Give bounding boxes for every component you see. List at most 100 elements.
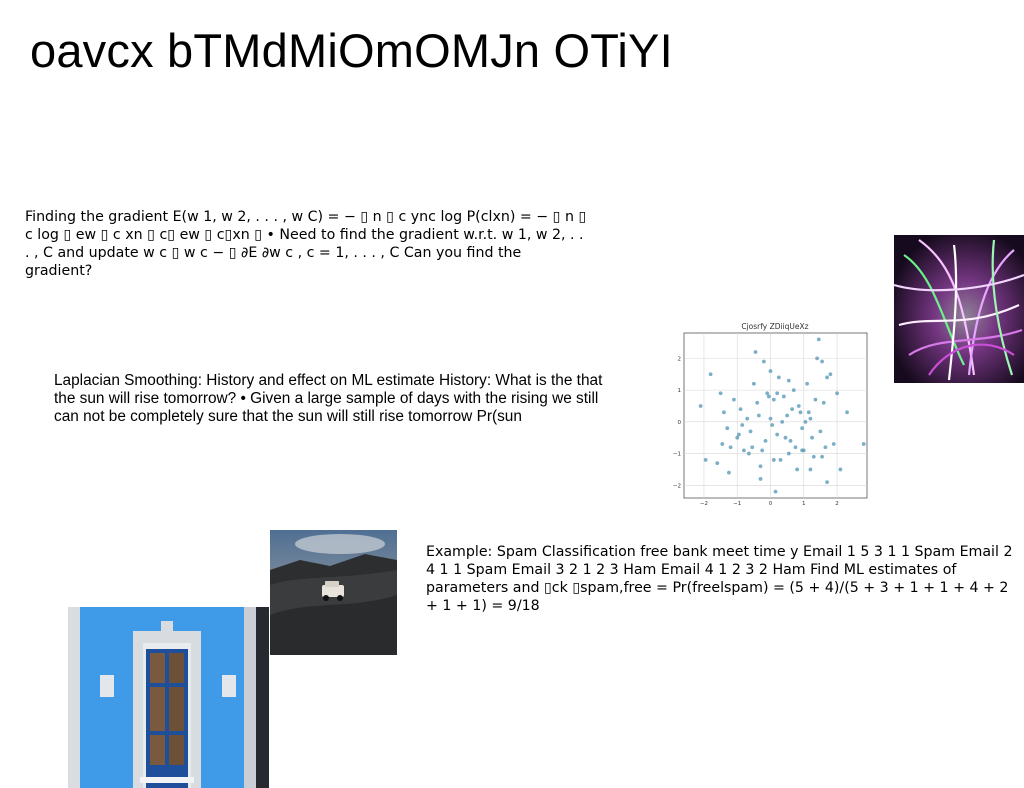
scatter-point <box>808 467 813 472</box>
scatter-point <box>776 375 781 380</box>
scatter-point <box>828 372 833 377</box>
scatter-point <box>768 416 773 421</box>
scatter-point <box>765 391 770 396</box>
scatter-point <box>715 461 720 465</box>
scatter-point <box>775 391 780 396</box>
spam-example-paragraph: Example: Spam Classification free bank m… <box>426 544 1013 614</box>
scatter-point <box>805 381 810 386</box>
light-painting-photo <box>894 235 1024 383</box>
y-tick-label: 2 <box>678 356 682 362</box>
scatter-point <box>771 397 776 402</box>
scatter-point <box>768 369 773 373</box>
scatter-point <box>821 400 826 405</box>
scatter-point <box>753 350 758 354</box>
scatter-point <box>810 435 814 440</box>
scatter-chart-svg: Cjosrfy ZDiiqUeXz −2 −1 0 1 2 −2 −1 0 1 2 <box>673 322 868 507</box>
scatter-point <box>783 435 788 440</box>
scatter-point <box>761 359 766 364</box>
scatter-point <box>722 410 726 415</box>
scatter-point <box>727 470 731 475</box>
scatter-point <box>760 448 765 453</box>
scatter-point <box>718 391 723 396</box>
y-tick-label: −2 <box>673 483 681 489</box>
scatter-point <box>745 416 750 421</box>
scatter-chart: Cjosrfy ZDiiqUeXz −2 −1 0 1 2 −2 −1 0 1 2 <box>670 318 872 508</box>
gradient-paragraph: Finding the gradient E(w 1, w 2, . . . ,… <box>25 209 587 279</box>
plot-frame <box>683 332 868 499</box>
scatter-point <box>786 378 791 383</box>
scatter-point <box>800 426 805 431</box>
scatter-point <box>758 477 763 481</box>
x-tick-label: −1 <box>733 501 741 507</box>
scatter-point <box>703 458 708 462</box>
scatter-point <box>790 407 795 412</box>
scatter-point <box>748 429 753 434</box>
scatter-point <box>737 432 741 437</box>
scatter-point <box>798 410 803 415</box>
scatter-point <box>770 423 775 427</box>
scatter-point <box>835 391 839 396</box>
scatter-point <box>735 435 740 440</box>
scatter-point <box>788 438 793 443</box>
scatter-point <box>793 445 798 450</box>
scatter-point <box>806 410 811 415</box>
chart-title: Cjosrfy ZDiiqUeXz <box>741 322 808 331</box>
scatter-point <box>813 397 818 402</box>
scatter-point <box>741 448 746 453</box>
scatter-point <box>766 394 771 399</box>
scatter-point <box>831 442 836 446</box>
blue-wall-window-photo <box>68 607 269 788</box>
scatter-point <box>781 394 786 399</box>
scatter-point <box>751 381 756 386</box>
scatter-point <box>861 442 866 446</box>
y-tick-label: −1 <box>673 452 681 458</box>
car-terrain-photo <box>270 530 397 655</box>
scatter-point <box>738 407 743 412</box>
scatter-point <box>773 489 778 494</box>
x-tick-label: 2 <box>835 501 839 507</box>
scatter-point <box>811 454 816 459</box>
car-icon <box>322 581 344 601</box>
scatter-point <box>786 451 791 456</box>
scatter-point <box>825 480 829 485</box>
scatter-point <box>708 372 713 377</box>
scatter-point <box>791 388 796 393</box>
scatter-point <box>756 413 761 418</box>
scatter-point <box>728 445 733 450</box>
x-tick-label: −2 <box>700 501 708 507</box>
scatter-point <box>800 448 805 453</box>
scatter-point <box>778 458 783 462</box>
y-tick-label: 1 <box>678 388 682 394</box>
scatter-point <box>796 404 801 408</box>
laplacian-paragraph: Laplacian Smoothing: History and effect … <box>54 372 603 425</box>
scatter-point <box>845 410 849 415</box>
scatter-point <box>838 467 843 472</box>
scatter-point <box>820 454 824 459</box>
scatter-point <box>818 429 823 434</box>
slide-title: oavcx bTMdMiOmOMJn OTiYI <box>30 24 673 77</box>
scatter-point <box>775 432 780 437</box>
scatter-point <box>815 356 819 361</box>
scatter-point <box>816 337 821 342</box>
scatter-point <box>758 464 763 469</box>
y-tick-label: 0 <box>678 420 682 426</box>
x-tick-label: 0 <box>769 501 773 507</box>
scatter-point <box>771 458 776 462</box>
scatter-point <box>746 451 751 456</box>
scatter-point <box>755 400 760 405</box>
scatter-point <box>803 419 808 424</box>
scatter-point <box>820 359 824 364</box>
scatter-point <box>740 423 745 427</box>
scatter-point <box>732 397 736 402</box>
scatter-point <box>808 416 813 421</box>
scatter-point <box>698 404 703 408</box>
scatter-point <box>780 419 785 424</box>
scatter-point <box>785 413 790 418</box>
scatter-point <box>725 426 730 431</box>
scatter-point <box>720 442 725 446</box>
scatter-point <box>823 445 828 450</box>
x-tick-label: 1 <box>802 501 806 507</box>
scatter-point <box>763 438 768 443</box>
scatter-point <box>825 375 829 380</box>
scatter-point <box>795 467 800 472</box>
